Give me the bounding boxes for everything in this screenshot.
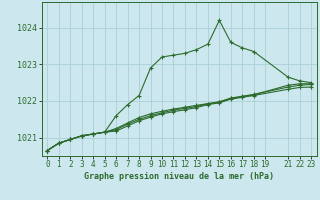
X-axis label: Graphe pression niveau de la mer (hPa): Graphe pression niveau de la mer (hPa) xyxy=(84,172,274,181)
